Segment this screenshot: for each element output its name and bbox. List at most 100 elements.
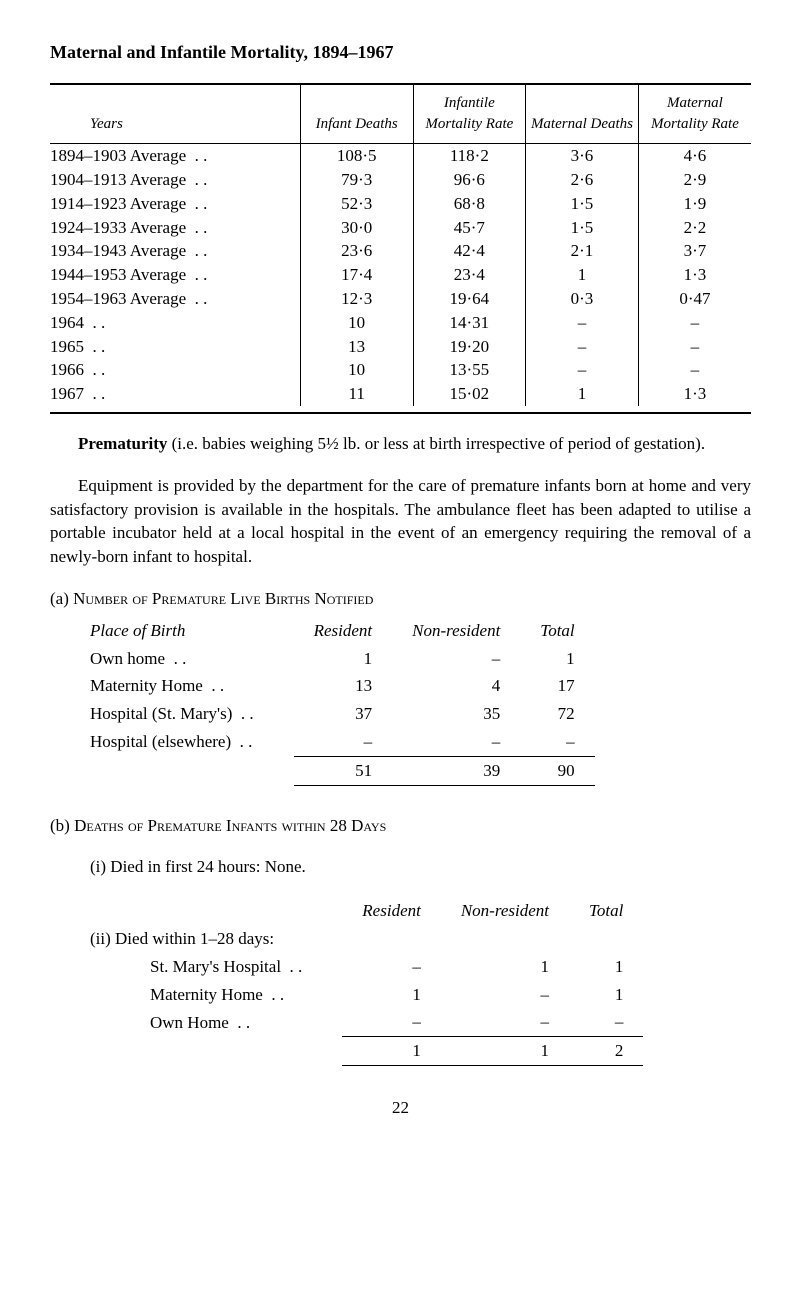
cell: 1 bbox=[569, 953, 643, 981]
th-place: Place of Birth bbox=[90, 617, 294, 645]
cell: 42·4 bbox=[413, 239, 526, 263]
cell: 1934–1943 Average . . bbox=[50, 239, 300, 263]
section-b-sub-ii: (ii) Died within 1–28 days: bbox=[90, 925, 643, 953]
table-row: Maternity Home . .1–1 bbox=[90, 981, 643, 1009]
th-maternal-rate: Maternal Mortality Rate bbox=[638, 85, 751, 144]
cell: 4 bbox=[392, 672, 520, 700]
cell: 23·4 bbox=[413, 263, 526, 287]
cell: 35 bbox=[392, 700, 520, 728]
section-b-label: (b) bbox=[50, 816, 74, 835]
table-row: 1924–1933 Average . .30·045·71·52·2 bbox=[50, 216, 751, 240]
cell: – bbox=[294, 728, 393, 756]
cell: 4·6 bbox=[638, 144, 751, 168]
cell: 30·0 bbox=[300, 216, 413, 240]
th-resident: Resident bbox=[294, 617, 393, 645]
cell: 3·6 bbox=[526, 144, 639, 168]
th-resident: Resident bbox=[342, 897, 441, 925]
cell: St. Mary's Hospital . . bbox=[90, 953, 342, 981]
cell: 1·3 bbox=[638, 382, 751, 406]
mortality-table: Years Infant Deaths Infantile Mortality … bbox=[50, 85, 751, 406]
totals-row: 1 1 2 bbox=[90, 1037, 643, 1066]
cell: 17·4 bbox=[300, 263, 413, 287]
cell: 1 bbox=[342, 1037, 441, 1066]
th-total: Total bbox=[569, 897, 643, 925]
cell: 1964 . . bbox=[50, 311, 300, 335]
table-header-row: Years Infant Deaths Infantile Mortality … bbox=[50, 85, 751, 144]
table-row: 1904–1913 Average . .79·396·62·62·9 bbox=[50, 168, 751, 192]
table-row: Hospital (elsewhere) . .––– bbox=[90, 728, 595, 756]
cell: 19·20 bbox=[413, 335, 526, 359]
section-b-head: (b) Deaths of Premature Infants within 2… bbox=[50, 814, 751, 838]
cell: Hospital (elsewhere) . . bbox=[90, 728, 294, 756]
cell: 1 bbox=[342, 981, 441, 1009]
table-row: 1964 . .1014·31–– bbox=[50, 311, 751, 335]
cell: Own home . . bbox=[90, 645, 294, 673]
th-maternal-deaths: Maternal Deaths bbox=[526, 85, 639, 144]
cell: – bbox=[392, 728, 520, 756]
cell: – bbox=[569, 1008, 643, 1036]
cell: 2·9 bbox=[638, 168, 751, 192]
cell: 45·7 bbox=[413, 216, 526, 240]
table-row: 1965 . .1319·20–– bbox=[50, 335, 751, 359]
table-row: 1934–1943 Average . .23·642·42·13·7 bbox=[50, 239, 751, 263]
cell: – bbox=[638, 358, 751, 382]
cell: 2·1 bbox=[526, 239, 639, 263]
cell bbox=[90, 1037, 342, 1066]
cell: 1·9 bbox=[638, 192, 751, 216]
prematurity-runin: Prematurity bbox=[78, 434, 167, 453]
cell: 1·5 bbox=[526, 192, 639, 216]
cell: – bbox=[526, 358, 639, 382]
cell: 1 bbox=[520, 645, 594, 673]
cell: 13·55 bbox=[413, 358, 526, 382]
equipment-para: Equipment is provided by the department … bbox=[50, 474, 751, 569]
rule-bottom bbox=[50, 412, 751, 414]
cell: 2 bbox=[569, 1037, 643, 1066]
deaths-table: Resident Non-resident Total (ii) Died wi… bbox=[90, 897, 643, 1066]
cell: 90 bbox=[520, 756, 594, 785]
table-row: Own home . .1–1 bbox=[90, 645, 595, 673]
th-nonresident: Non-resident bbox=[441, 897, 569, 925]
cell: 68·8 bbox=[413, 192, 526, 216]
cell: 1 bbox=[526, 382, 639, 406]
section-b-sub-i: (i) Died in first 24 hours: None. bbox=[90, 855, 751, 879]
cell: 14·31 bbox=[413, 311, 526, 335]
table-header-row: Place of Birth Resident Non-resident Tot… bbox=[90, 617, 595, 645]
th-infantile-rate: Infantile Mortality Rate bbox=[413, 85, 526, 144]
cell: 1914–1923 Average . . bbox=[50, 192, 300, 216]
premature-births-table: Place of Birth Resident Non-resident Tot… bbox=[90, 617, 595, 786]
prematurity-para: Prematurity (i.e. babies weighing 5½ lb.… bbox=[50, 432, 751, 456]
table-row: 1966 . .1013·55–– bbox=[50, 358, 751, 382]
section-a-label: (a) bbox=[50, 589, 73, 608]
cell: – bbox=[638, 335, 751, 359]
cell: 13 bbox=[300, 335, 413, 359]
cell: 10 bbox=[300, 311, 413, 335]
cell: 23·6 bbox=[300, 239, 413, 263]
th-nonresident: Non-resident bbox=[392, 617, 520, 645]
cell: 11 bbox=[300, 382, 413, 406]
cell: 51 bbox=[294, 756, 393, 785]
cell: 1966 . . bbox=[50, 358, 300, 382]
cell: 1954–1963 Average . . bbox=[50, 287, 300, 311]
cell: – bbox=[638, 311, 751, 335]
cell: 2·6 bbox=[526, 168, 639, 192]
cell: 1 bbox=[441, 1037, 569, 1066]
table-row: Hospital (St. Mary's) . .373572 bbox=[90, 700, 595, 728]
cell: 1924–1933 Average . . bbox=[50, 216, 300, 240]
cell: Hospital (St. Mary's) . . bbox=[90, 700, 294, 728]
cell: 1 bbox=[441, 953, 569, 981]
cell: 17 bbox=[520, 672, 594, 700]
cell bbox=[90, 756, 294, 785]
cell: 1967 . . bbox=[50, 382, 300, 406]
cell: 108·5 bbox=[300, 144, 413, 168]
cell: 2·2 bbox=[638, 216, 751, 240]
cell: 1965 . . bbox=[50, 335, 300, 359]
table-header-row: Resident Non-resident Total bbox=[90, 897, 643, 925]
cell: – bbox=[520, 728, 594, 756]
cell: 15·02 bbox=[413, 382, 526, 406]
cell: 72 bbox=[520, 700, 594, 728]
cell: 52·3 bbox=[300, 192, 413, 216]
cell: 1·3 bbox=[638, 263, 751, 287]
table-row: 1954–1963 Average . .12·319·640·30·47 bbox=[50, 287, 751, 311]
cell: – bbox=[392, 645, 520, 673]
cell: – bbox=[441, 1008, 569, 1036]
